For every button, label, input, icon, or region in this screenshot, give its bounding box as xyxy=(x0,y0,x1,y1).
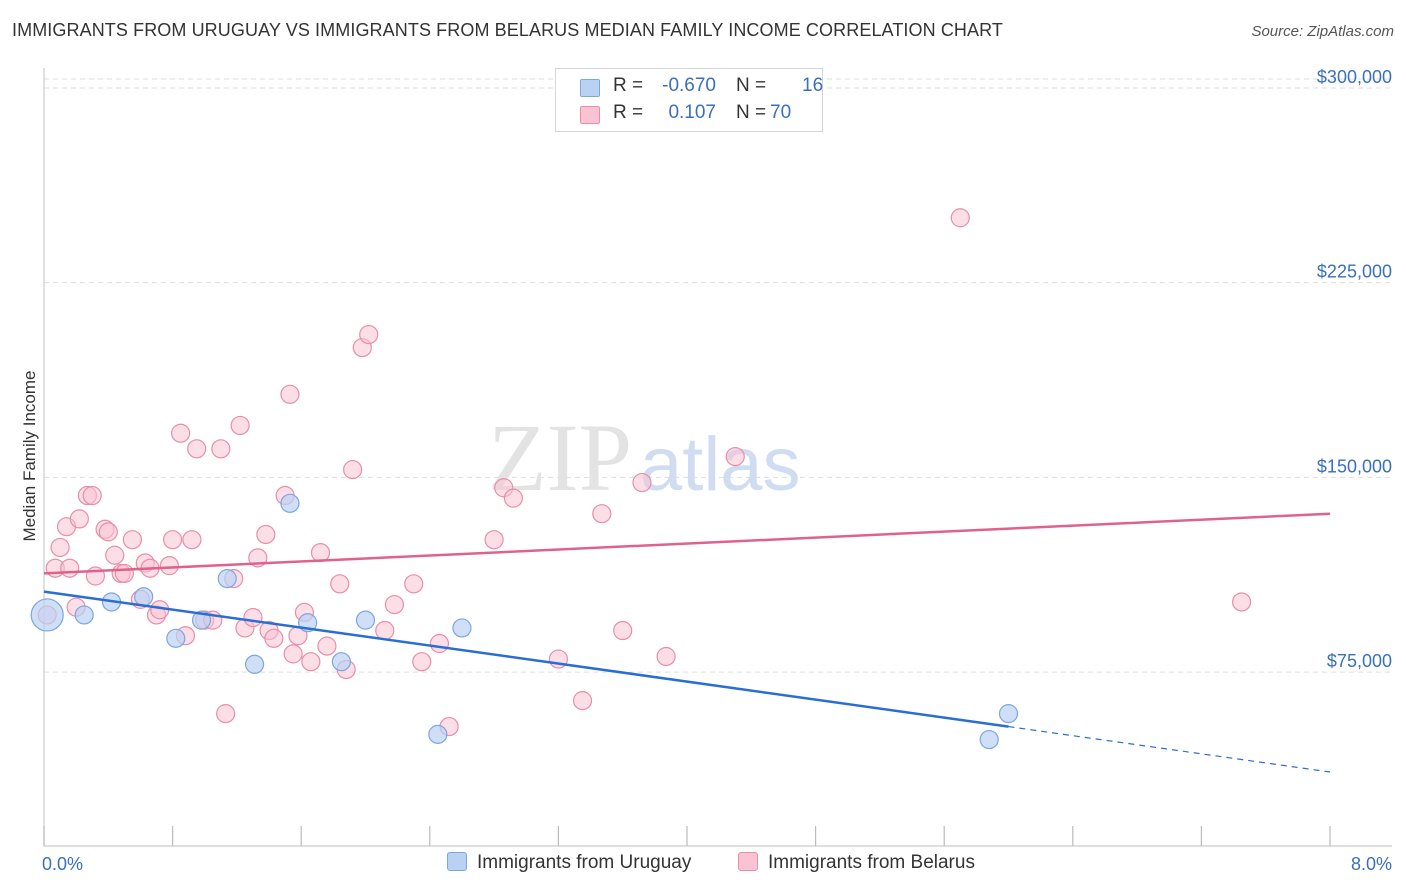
belarus-point xyxy=(256,524,276,545)
belarus-point xyxy=(384,594,405,615)
belarus-point xyxy=(122,530,143,550)
belarus-point xyxy=(105,545,125,565)
belarus-point xyxy=(182,530,202,550)
r-label: R = xyxy=(613,75,644,96)
uruguay-point xyxy=(331,652,351,672)
legend-uruguay-label: Immigrants from Uruguay xyxy=(477,852,692,873)
belarus-point xyxy=(375,620,395,641)
y-tick-label: $225,000 xyxy=(1317,262,1392,282)
y-tick-label: $150,000 xyxy=(1317,456,1392,476)
belarus-swatch xyxy=(738,852,758,871)
n-value: 70 xyxy=(770,102,792,123)
chart-title: IMMIGRANTS FROM URUGUAY VS IMMIGRANTS FR… xyxy=(12,20,1003,40)
belarus-point xyxy=(301,652,321,672)
r-value: -0.670 xyxy=(662,75,716,96)
belarus-trend-line xyxy=(43,512,1331,575)
correlation-legend: R = -0.670 N = 16 R = 0.107 N = 70 xyxy=(555,68,823,132)
belarus-point xyxy=(230,415,250,436)
uruguay-point xyxy=(134,587,154,607)
n-value: 16 xyxy=(802,75,824,96)
belarus-point xyxy=(98,522,118,542)
belarus-point xyxy=(283,644,303,664)
axes xyxy=(43,68,1392,847)
belarus-point xyxy=(171,423,191,443)
belarus-point xyxy=(216,704,236,724)
belarus-point xyxy=(310,543,331,563)
watermark-atlas: atlas xyxy=(640,422,801,507)
trend-lines xyxy=(43,512,1331,773)
uruguay-point xyxy=(355,610,376,630)
belarus-point xyxy=(950,208,970,228)
watermark: ZIP atlas xyxy=(488,404,801,511)
belarus-point xyxy=(572,691,593,711)
belarus-point xyxy=(330,574,350,594)
r-value: 0.107 xyxy=(668,102,716,123)
n-label: N = xyxy=(736,102,767,123)
belarus-point xyxy=(613,620,633,641)
legend-row-uruguay: R = -0.670 N = 16 xyxy=(556,75,824,101)
legend-belarus-label: Immigrants from Belarus xyxy=(768,852,975,873)
uruguay-trend-line xyxy=(43,590,1009,728)
belarus-point xyxy=(114,563,134,584)
uruguay-swatch xyxy=(447,852,467,871)
uruguay-swatch xyxy=(580,79,600,97)
belarus-point xyxy=(280,384,300,404)
belarus-point xyxy=(317,636,337,656)
uruguay-point xyxy=(30,598,64,632)
uruguay-point xyxy=(979,729,999,750)
y-tick-label: $75,000 xyxy=(1327,651,1392,671)
n-label: N = xyxy=(736,75,767,96)
belarus-point xyxy=(632,472,652,493)
uruguay-point xyxy=(74,605,94,625)
belarus-point xyxy=(159,556,179,576)
belarus-swatch xyxy=(580,106,600,124)
source-label: Source: ZipAtlas.com xyxy=(1251,23,1394,40)
uruguay-point xyxy=(452,618,472,638)
y-tick-label: $300,000 xyxy=(1317,67,1392,87)
belarus-point xyxy=(725,446,745,467)
belarus-point xyxy=(359,324,379,345)
belarus-point xyxy=(592,504,612,524)
r-label: R = xyxy=(613,102,644,123)
belarus-point xyxy=(503,488,523,508)
series-belarus-points xyxy=(37,208,1252,737)
belarus-point xyxy=(243,607,263,628)
grid-lines xyxy=(44,78,1392,673)
legend-item-uruguay: Immigrants from Uruguay xyxy=(447,852,691,874)
belarus-point xyxy=(1231,592,1252,612)
belarus-point xyxy=(50,537,70,558)
belarus-point xyxy=(429,633,450,654)
belarus-point xyxy=(404,574,424,594)
belarus-point xyxy=(264,628,284,648)
uruguay-point xyxy=(217,569,237,589)
belarus-point xyxy=(82,485,102,506)
x-tick-label-max: 8.0% xyxy=(1351,854,1392,874)
belarus-point xyxy=(656,646,676,667)
belarus-point xyxy=(211,439,231,459)
belarus-point xyxy=(60,558,80,578)
uruguay-point xyxy=(191,610,212,630)
series-uruguay-points xyxy=(30,493,1019,750)
legend-row-belarus: R = 0.107 N = 70 xyxy=(556,102,822,128)
uruguay-point xyxy=(998,704,1019,724)
uruguay-trend-extension xyxy=(1008,725,1331,773)
belarus-point xyxy=(163,530,183,550)
belarus-point xyxy=(412,652,432,672)
uruguay-point xyxy=(428,724,448,744)
legend-item-belarus: Immigrants from Belarus xyxy=(738,852,975,874)
uruguay-point xyxy=(166,628,186,648)
uruguay-point xyxy=(244,654,265,674)
tick-labels: $75,000 $150,000 $225,000 $300,000 0.0% 8.0% xyxy=(42,67,1392,874)
belarus-point xyxy=(343,459,363,480)
uruguay-point xyxy=(280,493,300,513)
belarus-point xyxy=(69,509,89,529)
belarus-point xyxy=(484,530,504,550)
x-tick-label-min: 0.0% xyxy=(42,854,83,874)
belarus-point xyxy=(187,439,207,459)
